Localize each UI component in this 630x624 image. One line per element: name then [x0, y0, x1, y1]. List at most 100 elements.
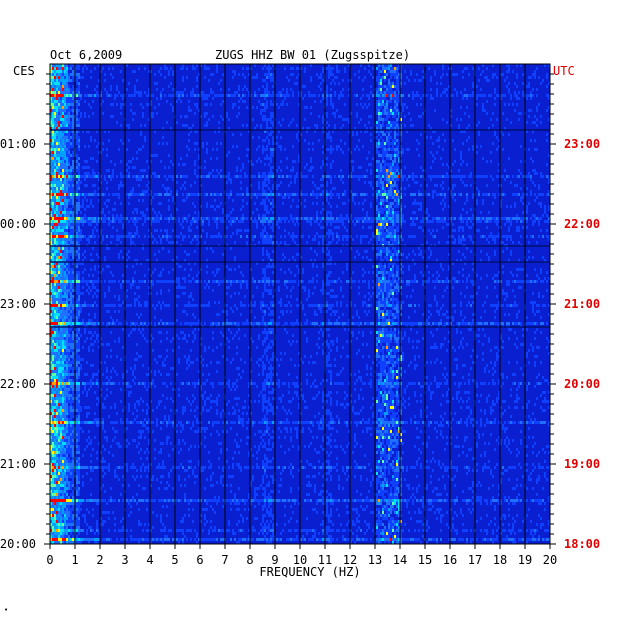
spectrogram-cell — [70, 160, 72, 163]
spectrogram-cell — [78, 283, 80, 286]
spectrogram-cell — [52, 289, 54, 292]
spectrogram-cell — [168, 88, 170, 91]
spectrogram-cell — [70, 508, 72, 511]
spectrogram-cell — [168, 223, 170, 226]
spectrogram-cell — [76, 115, 78, 118]
spectrogram-cell — [80, 280, 82, 283]
spectrogram-cell — [66, 403, 68, 406]
spectrogram-cell — [92, 322, 94, 325]
spectrogram-cell — [134, 169, 136, 172]
spectrogram-cell — [76, 70, 78, 73]
spectrogram-cell — [134, 91, 136, 94]
spectrogram-cell — [84, 256, 86, 259]
spectrogram-cell — [54, 76, 56, 79]
spectrogram-cell — [122, 346, 124, 349]
spectrogram-cell — [110, 277, 112, 280]
spectrogram-cell — [66, 292, 68, 295]
spectrogram-cell — [56, 352, 58, 355]
spectrogram-cell — [92, 205, 94, 208]
spectrogram-cell — [112, 499, 114, 502]
spectrogram-cell — [86, 94, 88, 97]
spectrogram-cell — [92, 334, 94, 337]
spectrogram-cell — [108, 220, 110, 223]
spectrogram-cell — [108, 247, 110, 250]
spectrogram-cell — [146, 412, 148, 415]
spectrogram-cell — [88, 313, 90, 316]
spectrogram-cell — [72, 394, 74, 397]
spectrogram-cell — [68, 400, 70, 403]
spectrogram-cell — [66, 313, 68, 316]
spectrogram-cell — [62, 292, 64, 295]
spectrogram-cell — [128, 412, 130, 415]
spectrogram-cell — [56, 451, 58, 454]
spectrogram-cell — [52, 508, 54, 511]
spectrogram-cell — [68, 238, 70, 241]
spectrogram-cell — [116, 250, 118, 253]
spectrogram-cell — [138, 451, 140, 454]
spectrogram-cell — [122, 352, 124, 355]
spectrogram-cell — [66, 199, 68, 202]
spectrogram-cell — [72, 538, 74, 541]
spectrogram-cell — [102, 403, 104, 406]
spectrogram-cell — [96, 112, 98, 115]
spectrogram-cell — [80, 370, 82, 373]
spectrogram-cell — [54, 115, 56, 118]
spectrogram-cell — [52, 379, 54, 382]
spectrogram-cell — [128, 277, 130, 280]
spectrogram-cell — [102, 169, 104, 172]
spectrogram-cell — [66, 529, 68, 532]
spectrogram-cell — [94, 115, 96, 118]
spectrogram-cell — [108, 457, 110, 460]
spectrogram-cell — [114, 499, 116, 502]
spectrogram-cell — [72, 415, 74, 418]
spectrogram-cell — [70, 298, 72, 301]
spectrogram-cell — [128, 394, 130, 397]
spectrogram-cell — [130, 499, 132, 502]
spectrogram-cell — [66, 283, 68, 286]
spectrogram-cell — [66, 274, 68, 277]
spectrogram-cell — [156, 112, 158, 115]
spectrogram-cell — [144, 67, 146, 70]
spectrogram-cell — [118, 208, 120, 211]
spectrogram-cell — [64, 172, 66, 175]
spectrogram-cell — [88, 430, 90, 433]
spectrogram-cell — [52, 298, 54, 301]
spectrogram-cell — [80, 508, 82, 511]
spectrogram-cell — [78, 412, 80, 415]
spectrogram-cell — [90, 70, 92, 73]
spectrogram-cell — [60, 178, 62, 181]
spectrogram-cell — [166, 238, 168, 241]
spectrogram-cell — [112, 445, 114, 448]
spectrogram-cell — [144, 466, 146, 469]
spectrogram-cell — [64, 214, 66, 217]
spectrogram-cell — [144, 385, 146, 388]
spectrogram-cell — [80, 112, 82, 115]
spectrogram-cell — [94, 502, 96, 505]
spectrogram-cell — [96, 523, 98, 526]
spectrogram-cell — [104, 538, 106, 541]
spectrogram-cell — [60, 445, 62, 448]
spectrogram-cell — [146, 511, 148, 514]
spectrogram-cell — [166, 178, 168, 181]
spectrogram-cell — [58, 526, 60, 529]
spectrogram-cell — [76, 376, 78, 379]
spectrogram-cell — [66, 370, 68, 373]
spectrogram-cell — [66, 367, 68, 370]
spectrogram-cell — [136, 463, 138, 466]
spectrogram-cell — [138, 439, 140, 442]
spectrogram-cell — [64, 220, 66, 223]
spectrogram-cell — [168, 154, 170, 157]
spectrogram-cell — [90, 118, 92, 121]
spectrogram-cell — [58, 499, 60, 502]
spectrogram-cell — [82, 454, 84, 457]
spectrogram-cell — [72, 88, 74, 91]
spectrogram-cell — [138, 91, 140, 94]
spectrogram-cell — [146, 157, 148, 160]
spectrogram-cell — [166, 304, 168, 307]
spectrogram-cell — [56, 454, 58, 457]
spectrogram-cell — [76, 391, 78, 394]
spectrogram-cell — [120, 337, 122, 340]
spectrogram-cell — [132, 166, 134, 169]
spectrogram-cell — [78, 280, 80, 283]
spectrogram-cell — [122, 94, 124, 97]
